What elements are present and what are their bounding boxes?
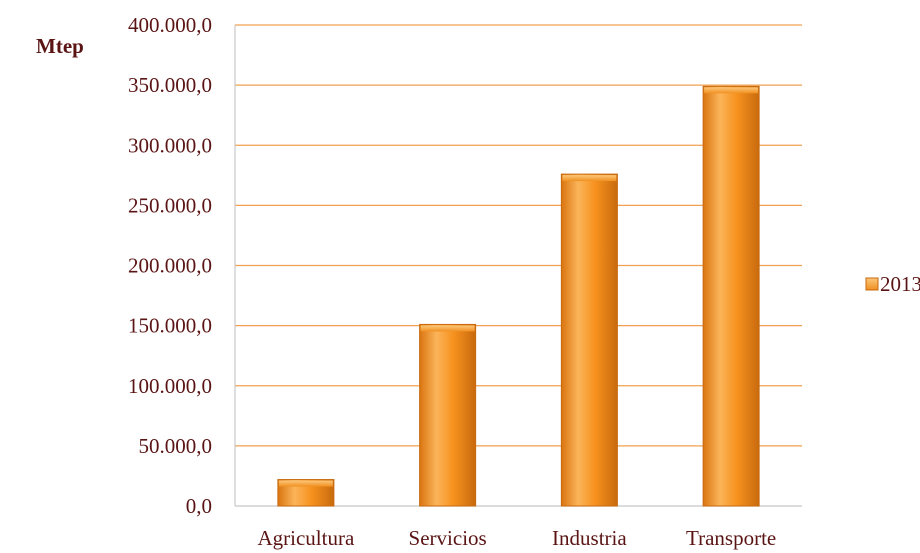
y-tick-label: 350.000,0 xyxy=(128,73,212,97)
bar-transporte xyxy=(702,85,760,507)
y-tick-label: 100.000,0 xyxy=(128,374,212,398)
gridlines xyxy=(235,24,802,447)
legend-swatch-2013 xyxy=(865,277,879,291)
y-axis-unit-label: Mtep xyxy=(36,34,84,58)
y-tick-label: 0,0 xyxy=(186,494,212,518)
bar-industria xyxy=(560,173,618,507)
y-tick-label: 150.000,0 xyxy=(128,314,212,338)
x-tick-label: Servicios xyxy=(409,526,487,550)
bar-bevel xyxy=(420,325,475,332)
x-tick-label: Agricultura xyxy=(257,526,354,550)
x-tick-label: Industria xyxy=(552,526,627,550)
legend-label-2013: 2013 xyxy=(880,272,920,296)
y-tick-label: 400.000,0 xyxy=(128,13,212,37)
bar-body xyxy=(419,323,477,507)
y-tick-label: 200.000,0 xyxy=(128,254,212,278)
bar-bevel xyxy=(278,480,333,487)
bars xyxy=(277,85,760,507)
legend: 2013 xyxy=(865,272,920,296)
y-tick-label: 50.000,0 xyxy=(139,434,213,458)
y-tick-label: 300.000,0 xyxy=(128,133,212,157)
y-tick-label: 250.000,0 xyxy=(128,193,212,217)
y-tick-labels: 0,0 50.000,0 100.000,0 150.000,0 200.000,0 25… xyxy=(128,13,212,518)
bar-agricultura xyxy=(277,479,335,507)
x-tick-label: Transporte xyxy=(686,526,776,550)
bar-body xyxy=(560,173,618,507)
x-tick-labels: Agricultura Servicios Industria Transporte xyxy=(257,526,776,550)
bar-body xyxy=(702,85,760,507)
bar-servicios xyxy=(419,323,477,507)
bar-bevel xyxy=(562,175,617,182)
bar-bevel xyxy=(704,87,759,94)
